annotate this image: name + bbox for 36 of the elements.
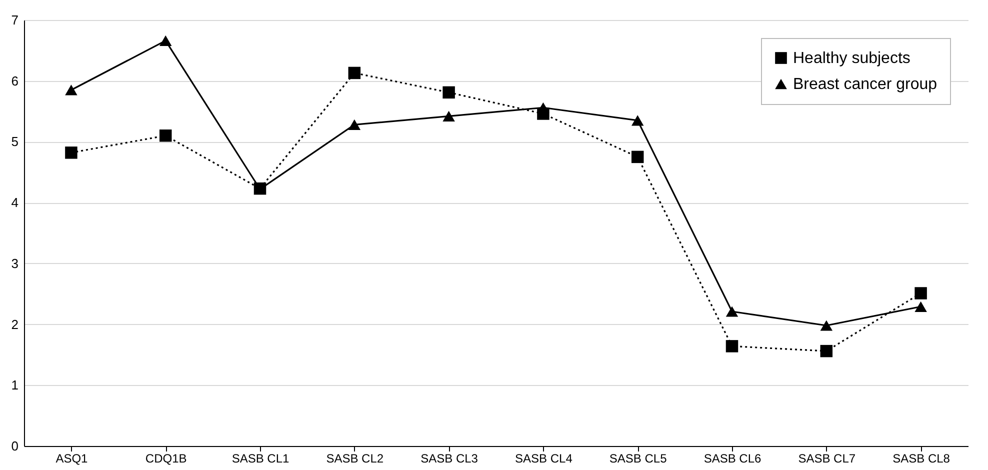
point [820,344,833,358]
y-tick-label: 5 [11,134,18,150]
point [348,66,361,80]
point [631,150,644,164]
point [914,287,927,300]
y-tick-label: 0 [11,438,18,454]
point [65,146,78,159]
y-tick-label: 7 [11,12,18,28]
point [631,115,644,126]
legend-label: Healthy subjects [793,50,910,67]
point [159,35,172,46]
point [442,86,455,99]
y-tick-label: 4 [11,195,18,210]
point [726,306,738,317]
x-tick-label: SASB CL1 [232,452,290,466]
x-tick-label: SASB CL8 [892,452,950,466]
x-tick-label: CDQ1B [145,452,187,466]
point [726,340,738,352]
y-tick-label: 2 [11,316,18,332]
x-tick-label: SASB CL7 [798,452,856,466]
x-tick-label: SASB CL2 [326,452,384,466]
point [442,110,455,122]
x-tick-label: SASB CL6 [704,452,762,466]
point [65,84,78,96]
point [820,320,833,331]
point [914,301,927,312]
legend-label: Breast cancer group [793,76,938,93]
y-tick-label: 6 [11,73,18,88]
point [159,130,172,142]
x-tick-label: SASB CL5 [609,452,668,466]
point [348,119,361,130]
x-tick-label: ASQ1 [56,452,88,466]
x-tick-label: SASB CL4 [515,452,573,466]
y-tick-label: 1 [11,378,18,393]
y-tick-label: 3 [11,256,18,271]
x-tick-label: SASB CL3 [420,452,478,466]
